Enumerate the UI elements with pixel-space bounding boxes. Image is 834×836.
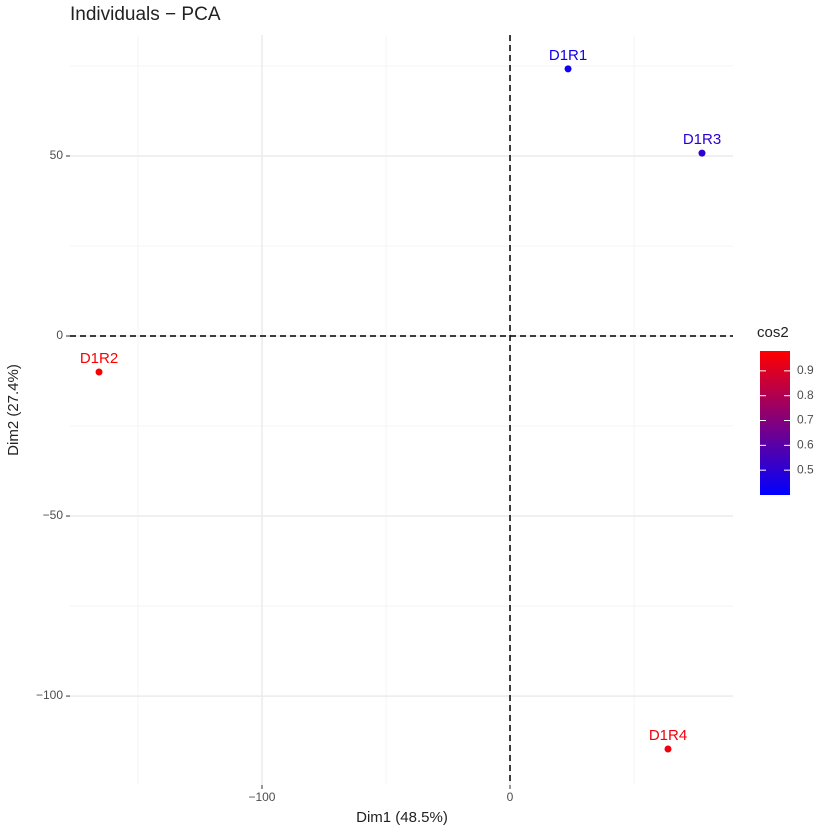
point-label: D1R4 xyxy=(649,727,687,744)
y-axis-label: Dim2 (27.4%) xyxy=(5,364,22,456)
legend-title: cos2 xyxy=(757,324,789,341)
chart-title: Individuals − PCA xyxy=(70,4,221,25)
point-label: D1R1 xyxy=(549,47,587,64)
colorbar-tick-label: 0.7 xyxy=(797,413,814,427)
colorbar-tick-label: 0.5 xyxy=(797,462,814,476)
y-tick-label: −100 xyxy=(36,688,63,702)
point xyxy=(95,368,103,376)
point xyxy=(564,65,572,73)
x-tick-label: 0 xyxy=(507,790,514,804)
y-tick-label: −50 xyxy=(43,508,64,522)
y-tick-label: 50 xyxy=(50,148,64,162)
colorbar-tick-label: 0.9 xyxy=(797,363,814,377)
point xyxy=(664,745,672,753)
point-label: D1R3 xyxy=(683,131,721,148)
point xyxy=(698,149,706,157)
y-tick-label: 0 xyxy=(56,328,63,342)
x-tick-label: −100 xyxy=(248,790,275,804)
colorbar-tick-label: 0.6 xyxy=(797,438,814,452)
x-axis-label: Dim1 (48.5%) xyxy=(356,809,448,826)
point-label: D1R2 xyxy=(80,350,118,367)
colorbar-tick-label: 0.8 xyxy=(797,388,814,402)
colorbar xyxy=(760,351,790,495)
